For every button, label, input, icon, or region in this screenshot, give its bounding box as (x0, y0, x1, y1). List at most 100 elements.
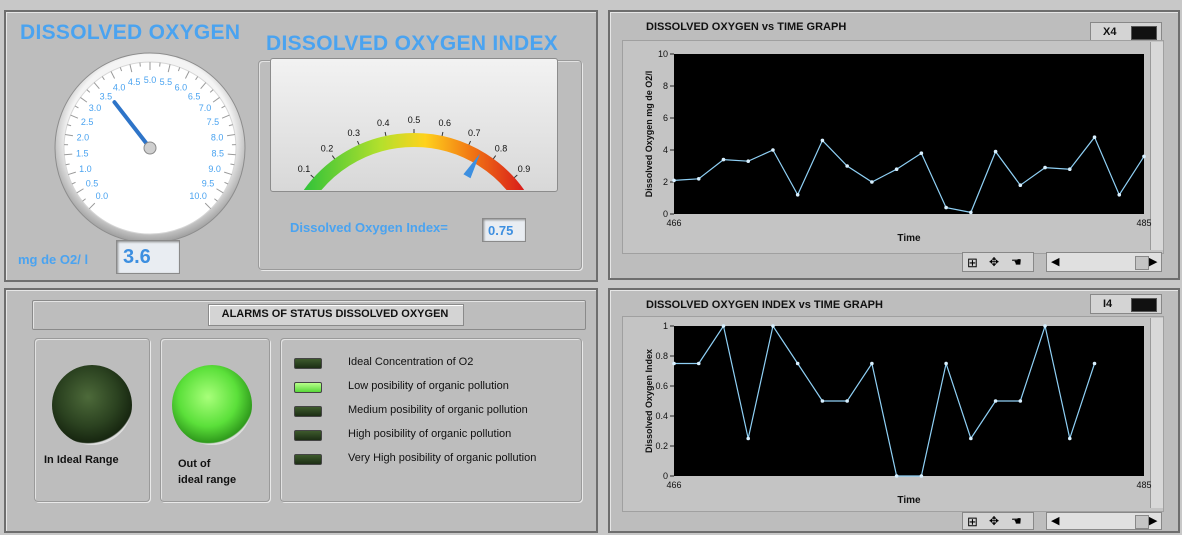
status-led-box (280, 338, 582, 502)
index-meter-needle (463, 153, 480, 179)
data-point (1067, 436, 1072, 441)
out-of-range-box (160, 338, 270, 502)
do-graph-chart: 0 2 4 6 8 10 466 485 Time Dissolved Oxygen mg de … (644, 49, 1152, 244)
data-point (845, 164, 849, 168)
dissolved-oxygen-gauge: 0.0 0.5 1.0 1.5 2.0 2.5 3.0 3.54.04.5 5.0 5.56.06… (54, 52, 246, 244)
doi-time-graph-panel: DISSOLVED OXYGEN INDEX vs TIME GRAPH I4 … (608, 288, 1180, 533)
do-graph-horizontal-scrollbar[interactable]: ◀ ▶ (1046, 252, 1162, 272)
y-tick-label: 8 (663, 81, 668, 91)
doi-graph-plot-legend[interactable]: I4 (1090, 294, 1162, 314)
gauge-tick-label: 10.0 (189, 191, 207, 201)
do-graph-title: DISSOLVED OXYGEN vs TIME GRAPH (646, 21, 847, 33)
scroll-left-arrow-icon[interactable]: ◀ (1051, 515, 1060, 527)
zoom-icon[interactable]: ⊞ (967, 514, 978, 529)
status-led (294, 406, 322, 417)
data-point (1092, 135, 1097, 139)
gauge-tick-label: 3.5 (100, 91, 113, 101)
oxygen-display-panel: DISSOLVED OXYGEN 0.0 0.5 1.0 1.5 2.0 2.5 3.0 3.… (4, 10, 598, 282)
do-time-graph-panel: DISSOLVED OXYGEN vs TIME GRAPH X4 0 2 4 6 8 1… (608, 10, 1180, 280)
unit-label: mg de O2/ l (18, 252, 89, 267)
data-point (672, 361, 676, 366)
x-axis-label: Time (897, 495, 921, 506)
do-graph-cursor-label: X4 (1103, 26, 1117, 38)
pan-icon[interactable]: ✥ (989, 255, 1000, 269)
x-tick-label: 485 (1136, 218, 1151, 228)
y-tick-label: 2 (663, 177, 668, 187)
status-led (294, 454, 322, 465)
data-point (993, 149, 998, 154)
doi-graph-horizontal-scrollbar[interactable]: ◀ ▶ (1046, 512, 1162, 530)
ideal-range-box (34, 338, 150, 502)
meter-tick-label: 0.7 (468, 128, 481, 138)
y-axis-label: Dissolved Oxygen mg de O2/l (644, 71, 654, 198)
gauge-tick-label: 5.5 (160, 77, 173, 87)
data-point (1043, 324, 1047, 328)
data-point (696, 177, 701, 181)
meter-tick-label: 0 (283, 189, 288, 190)
data-point (746, 159, 751, 163)
hand-icon[interactable]: ☚ (1011, 255, 1022, 269)
data-point (820, 399, 825, 403)
gauge-tick-label: 4.0 (113, 82, 126, 92)
do-graph-plot-legend[interactable]: X4 (1090, 22, 1162, 42)
gauge-tick-label: 1.0 (79, 164, 92, 174)
y-tick-label: 10 (658, 49, 668, 59)
doi-graph-scrollbar-vertical[interactable] (1150, 318, 1163, 508)
index-meter: 0 0.1 0.2 0.3 0.4 0.5 0.6 0.7 0.8 0.9 1 (283, 115, 545, 190)
data-point (870, 361, 874, 366)
dissolved-oxygen-value[interactable]: 3.6 (116, 240, 180, 274)
out-of-ideal-range-lamp (172, 365, 252, 445)
scroll-left-arrow-icon[interactable]: ◀ (1051, 256, 1060, 268)
doi-graph-chart: 0 0.2 0.4 0.6 0.8 1 466 485 Time Dissolved Oxygen… (644, 321, 1152, 506)
data-point (721, 157, 726, 162)
gauge-tick-label: 9.0 (208, 164, 221, 174)
plot-area[interactable] (674, 54, 1144, 214)
y-tick-label: 0 (663, 209, 668, 219)
data-point (795, 193, 800, 197)
gauge-tick-label: 6.0 (175, 82, 188, 92)
scroll-right-arrow-icon[interactable]: ▶ (1149, 256, 1158, 268)
data-point (721, 324, 726, 328)
do-graph-scrollbar-vertical[interactable] (1150, 42, 1163, 250)
index-label: Dissolved Oxygen Index= (290, 220, 448, 235)
scroll-thumb[interactable] (1135, 256, 1149, 270)
y-tick-label: 0.8 (655, 351, 668, 361)
meter-tick-label: 1 (540, 189, 545, 190)
hand-icon[interactable]: ☚ (1011, 514, 1022, 528)
gauge-tick-label: 7.5 (207, 117, 220, 127)
gauge-tick-label: 2.5 (81, 117, 94, 127)
do-graph-graph-palette[interactable]: ⊞ ✥ ☚ (962, 252, 1034, 272)
y-tick-label: 0.4 (655, 411, 668, 421)
doi-graph-graph-palette[interactable]: ⊞ ✥ ☚ (962, 512, 1034, 530)
gauge-tick-label: 0.5 (86, 179, 99, 189)
index-meter-face (270, 58, 558, 192)
data-point (919, 151, 924, 155)
data-point (870, 180, 874, 184)
meter-tick-label: 0.3 (348, 128, 361, 138)
scroll-thumb[interactable] (1135, 515, 1149, 529)
dissolved-oxygen-title: DISSOLVED OXYGEN (20, 21, 241, 44)
data-point (919, 474, 924, 478)
y-axis-label: Dissolved Oxygen Index (644, 349, 654, 453)
plot-area[interactable] (674, 326, 1144, 476)
series-line (674, 323, 1096, 477)
scroll-right-arrow-icon[interactable]: ▶ (1149, 515, 1158, 527)
data-point (894, 474, 899, 478)
zoom-icon[interactable]: ⊞ (967, 255, 978, 270)
gauge-tick-label: 9.5 (202, 179, 215, 189)
meter-tick-label: 0.4 (377, 118, 390, 128)
status-led (294, 358, 322, 369)
dissolved-oxygen-index-value[interactable]: 0.75 (482, 218, 526, 242)
dissolved-oxygen-index-title: DISSOLVED OXYGEN INDEX (266, 32, 559, 55)
data-point (746, 436, 751, 441)
pan-icon[interactable]: ✥ (989, 514, 1000, 528)
data-point (1018, 399, 1023, 403)
status-led (294, 430, 322, 441)
plot-style-icon (1131, 298, 1157, 312)
status-led-label: Very High posibility of organic pollutio… (348, 452, 537, 464)
gauge-needle (112, 100, 152, 150)
data-point (969, 436, 973, 441)
status-led-label: Ideal Concentration of O2 (348, 356, 474, 368)
data-point (993, 399, 998, 403)
data-point (672, 178, 676, 183)
